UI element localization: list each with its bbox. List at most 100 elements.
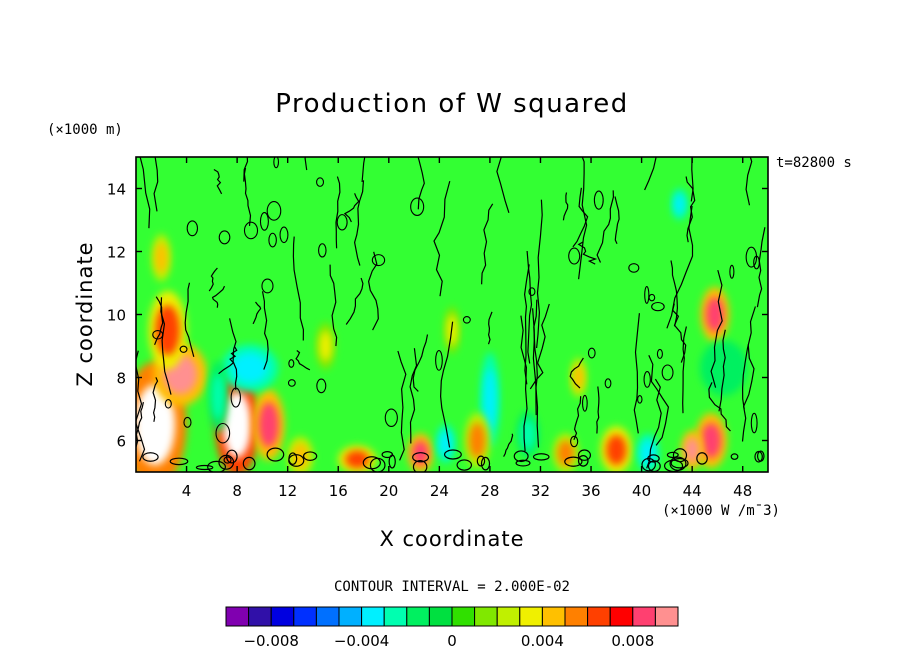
colorbar-swatch-11: [474, 606, 498, 627]
contour-loop-43: [186, 220, 199, 237]
feature-core-24: [674, 194, 685, 215]
feature-core-20: [520, 419, 535, 450]
feature-core-6: [212, 373, 225, 420]
contour-surface-13: [666, 451, 679, 459]
contour-loop-19: [661, 364, 674, 381]
contour-line-66: [154, 296, 164, 346]
contour-surface-18: [696, 452, 708, 465]
colorbar-swatch-18: [632, 606, 656, 627]
contour-line-2: [596, 386, 600, 434]
contour-surface-24: [577, 454, 589, 467]
contour-loop-6: [587, 347, 596, 359]
contour-loop-15: [336, 214, 348, 231]
contour-line-19: [708, 382, 731, 432]
contour-line-58: [409, 348, 418, 444]
contour-line-8: [596, 190, 615, 263]
contour-line-68: [536, 199, 543, 349]
contour-surface-5: [362, 456, 381, 470]
colorbar-swatch-14: [541, 606, 566, 627]
contour-surface-38: [142, 452, 159, 462]
contour-line-9: [417, 157, 425, 210]
contour-line-25: [329, 264, 338, 347]
contour-line-3: [345, 277, 364, 325]
contour-line-42: [670, 260, 679, 327]
contour-line-37: [433, 180, 451, 297]
contour-loop-20: [651, 301, 665, 312]
x-tick-label-9: 40: [632, 482, 651, 500]
contour-line-63: [690, 157, 694, 202]
contour-surface-37: [669, 456, 687, 471]
contour-loop-33: [582, 394, 588, 412]
contour-line-41: [745, 157, 753, 206]
colorbar-swatch-0: [225, 606, 250, 627]
contour-loop-2: [568, 247, 581, 265]
contour-line-56: [367, 251, 379, 331]
y-tick-label-2: 10: [107, 307, 126, 325]
contour-line-69: [208, 267, 218, 292]
contour-line-10: [648, 355, 670, 446]
colorbar-swatch-3: [293, 606, 317, 627]
contour-line-22: [153, 157, 159, 212]
contour-line-67: [533, 299, 538, 416]
contour-loop-18: [215, 422, 231, 444]
contour-surface-17: [412, 452, 430, 463]
feature-core-15: [557, 440, 574, 466]
contour-line-31: [152, 377, 159, 422]
contour-surface-7: [513, 450, 529, 463]
contour-loop-42: [371, 254, 386, 267]
y-tick-label-1: 8: [116, 370, 126, 388]
colorbar-swatch-19: [654, 606, 679, 627]
contour-loop-37: [656, 348, 663, 360]
feature-core-5: [231, 352, 268, 384]
contour-surface-26: [169, 457, 189, 466]
contour-line-7: [218, 346, 238, 375]
contour-loop-17: [243, 221, 259, 240]
contour-line-4: [633, 313, 640, 434]
contour-loop-28: [644, 285, 650, 304]
contour-interval-label: CONTOUR INTERVAL = 2.000E-02: [334, 579, 570, 595]
colorbar-tick-label-3: 0.004: [521, 632, 564, 650]
contour-surface-30: [456, 459, 473, 471]
colorbar-swatch-13: [519, 606, 543, 627]
colorbar: [225, 606, 679, 627]
contour-surface-6: [242, 456, 256, 471]
contour-surface-29: [476, 455, 486, 467]
contour-line-26: [184, 282, 195, 357]
contour-loop-5: [279, 226, 289, 244]
contour-surface-8: [515, 459, 531, 467]
contour-line-0: [136, 401, 144, 448]
feature-core-9: [685, 437, 700, 463]
contour-surface-28: [195, 464, 214, 471]
contour-line-50: [496, 157, 510, 213]
contour-line-40: [526, 250, 533, 364]
contour-loop-3: [164, 399, 172, 409]
contour-surface-10: [532, 453, 550, 461]
contour-loop-27: [268, 232, 277, 248]
colorbar-tick-label-4: 0.008: [611, 632, 654, 650]
feature-core-8: [701, 422, 722, 459]
contour-loop-29: [179, 345, 188, 353]
colorbar-swatch-7: [383, 606, 408, 627]
contour-surface-39: [730, 453, 739, 460]
contour-surface-27: [412, 459, 428, 472]
colorbar-swatch-16: [587, 606, 611, 627]
contour-line-62: [439, 321, 454, 448]
contour-line-57: [292, 236, 305, 341]
contour-line-15: [685, 176, 696, 243]
colorbar-swatch-8: [406, 606, 430, 627]
x-tick-label-8: 36: [581, 482, 600, 500]
contour-loop-32: [316, 378, 327, 394]
contour-line-46: [343, 193, 360, 223]
contour-line-51: [139, 157, 151, 229]
contour-surface-14: [647, 454, 660, 463]
contour-line-61: [487, 311, 493, 345]
contour-line-59: [520, 315, 528, 451]
time-label: t=82800 s: [776, 155, 852, 171]
contour-line-11: [261, 291, 269, 370]
contour-line-16: [573, 396, 582, 441]
contour-line-44: [562, 192, 569, 221]
contour-loop-30: [643, 371, 651, 388]
colorbar-swatch-10: [451, 606, 476, 627]
feature-core-12: [469, 422, 486, 459]
contour-line-45: [577, 241, 598, 265]
